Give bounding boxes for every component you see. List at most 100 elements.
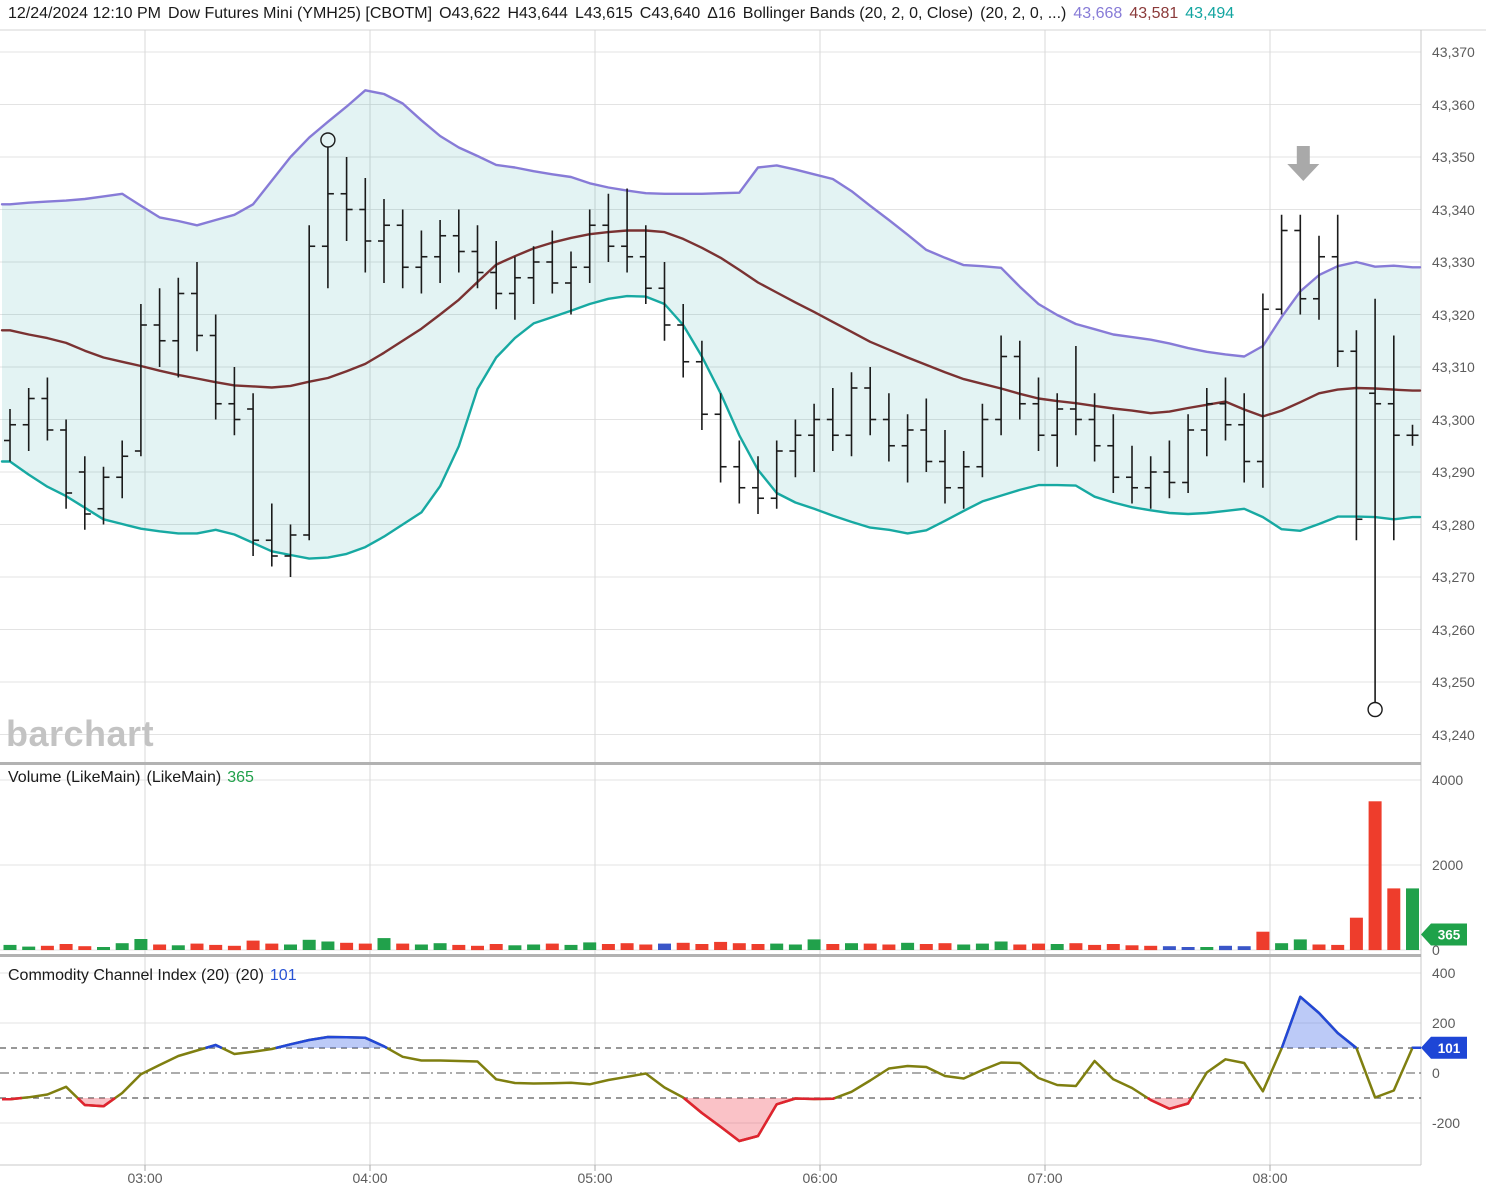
ohlc-bar xyxy=(1126,445,1138,504)
cci-overbought-line xyxy=(205,1043,223,1050)
volume-bar xyxy=(620,943,634,950)
ohlc-bar xyxy=(359,178,372,273)
ohlc-bar xyxy=(452,209,465,273)
ohlc-bar xyxy=(508,256,521,320)
panel-frame xyxy=(0,29,1486,1171)
ohlc-bar xyxy=(1369,298,1382,703)
volume-bar xyxy=(545,943,559,950)
header-study-label: Bollinger Bands (20, 2, 0, Close) xyxy=(742,5,974,22)
volume-bar xyxy=(1219,945,1232,951)
volume-bar xyxy=(40,945,54,951)
ohlc-bar xyxy=(621,188,634,273)
ohlc-bar xyxy=(1032,377,1045,451)
ohlc-bar xyxy=(97,466,110,525)
ohlc-bar xyxy=(939,430,951,504)
ohlc-bar xyxy=(546,230,559,294)
volume-axis-label: 4000 xyxy=(1432,772,1464,788)
volume-axis-label: 0 xyxy=(1432,942,1440,958)
volume-bar xyxy=(975,943,989,950)
ohlc-bar xyxy=(1313,235,1325,320)
cci-badge: 101 xyxy=(1421,1036,1467,1059)
bollinger-middle-line xyxy=(0,229,1422,418)
volume-bar xyxy=(3,944,17,950)
cci-panel-label: Commodity Channel Index (20) (20) 101 xyxy=(8,967,303,985)
volume-bar xyxy=(658,943,671,950)
volume-bar xyxy=(396,943,410,950)
cci-axis-label: 400 xyxy=(1432,965,1456,981)
header-middle-band-value: 43,581 xyxy=(1129,5,1179,22)
price-axis-label: 43,310 xyxy=(1432,359,1475,375)
volume-bar xyxy=(1013,944,1027,950)
cci-overbought-line xyxy=(275,1035,388,1050)
ohlc-bar xyxy=(228,367,241,436)
cci-oversold-fill xyxy=(683,1098,835,1141)
price-axis-label: 43,320 xyxy=(1432,306,1475,323)
ohlc-bar xyxy=(415,230,428,294)
ohlc-bar xyxy=(639,225,652,304)
svg-text:365: 365 xyxy=(1438,927,1461,942)
volume-bar xyxy=(957,944,971,950)
ohlc-bar xyxy=(714,393,727,483)
cci-overbought-fill xyxy=(275,1037,388,1048)
volume-bar xyxy=(564,944,578,950)
price-axis-label: 43,350 xyxy=(1432,149,1475,165)
ohlc-bar xyxy=(920,398,933,472)
volume-bar xyxy=(994,941,1008,950)
ohlc-bar xyxy=(1406,424,1419,446)
time-axis-label: 07:00 xyxy=(1027,1170,1063,1186)
volume-bar xyxy=(639,944,653,950)
volume-bar xyxy=(78,946,92,950)
volume-bar xyxy=(171,945,185,950)
ohlc-bar xyxy=(1013,340,1026,420)
volume-bar xyxy=(919,944,933,950)
ohlc-bar xyxy=(321,146,334,289)
volume-bar xyxy=(676,942,690,950)
volume-axis-label: 2000 xyxy=(1432,857,1464,873)
ohlc-bar xyxy=(116,440,129,499)
ohlc-bar xyxy=(1144,456,1157,509)
volume-bar xyxy=(1106,944,1120,950)
volume-bar xyxy=(1144,945,1158,951)
cci-oversold-line xyxy=(76,1096,116,1108)
volume-bar xyxy=(845,943,858,950)
ohlc-bar xyxy=(1294,214,1307,315)
volume-bar xyxy=(246,940,260,950)
volume-bar xyxy=(433,943,447,950)
ohlc-bar xyxy=(695,340,708,430)
volume-bar xyxy=(1125,945,1139,950)
volume-bar xyxy=(190,943,204,950)
time-axis-label: 06:00 xyxy=(802,1170,838,1186)
ohlc-bar xyxy=(60,419,73,509)
header-high: H43,644 xyxy=(507,5,568,22)
volume-bar xyxy=(1312,944,1326,950)
bollinger-lower-line xyxy=(0,294,1422,560)
volume-label: Volume (LikeMain) xyxy=(8,769,141,786)
ohlc-bar xyxy=(303,225,316,541)
ohlc-bars xyxy=(4,146,1419,703)
volume-bar xyxy=(1293,939,1307,950)
ohlc-bar xyxy=(1219,377,1232,441)
volume-bar xyxy=(452,944,466,950)
ohlc-bar xyxy=(1387,335,1400,541)
ohlc-bar xyxy=(1350,330,1363,541)
cci-axis-label: -200 xyxy=(1432,1115,1461,1131)
volume-bar xyxy=(901,942,915,950)
ohlc-bar xyxy=(733,440,746,504)
ohlc-bar xyxy=(583,209,596,283)
ohlc-bar xyxy=(1163,440,1176,499)
chart-header: 12/24/2024 12:10 PM Dow Futures Mini (YMH… xyxy=(8,5,1234,23)
ohlc-bar xyxy=(191,262,203,352)
ohlc-bar xyxy=(1238,393,1251,483)
cci-oversold-fill xyxy=(1147,1098,1192,1109)
bollinger-band-fill xyxy=(2,90,1420,559)
ohlc-bar xyxy=(995,335,1008,436)
volume-bar xyxy=(1200,947,1214,950)
ohlc-bar xyxy=(752,456,764,514)
ohlc-bar xyxy=(1331,214,1344,367)
cci-oversold-line xyxy=(1146,1096,1193,1111)
ohlc-bar xyxy=(378,199,390,283)
volume-bar xyxy=(508,945,522,950)
volume-bar xyxy=(471,945,484,951)
